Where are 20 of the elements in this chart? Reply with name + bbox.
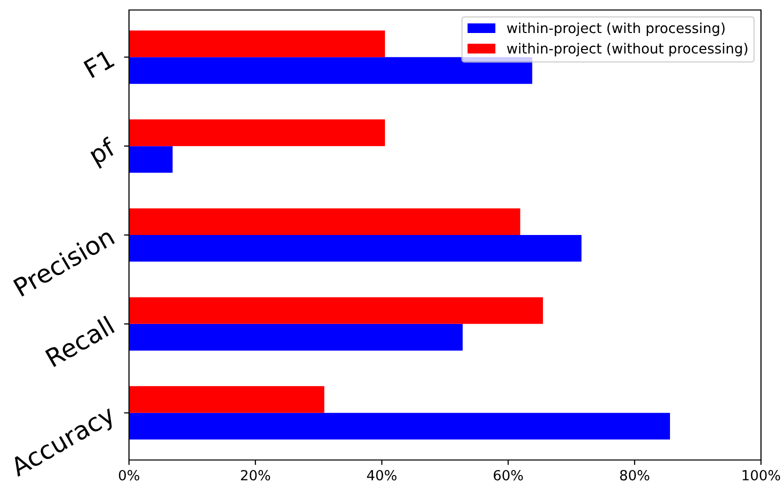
bar xyxy=(129,146,173,173)
y-tick-label: pf xyxy=(88,136,120,169)
bar xyxy=(129,324,463,351)
x-tick-label: 100% xyxy=(742,470,780,480)
bar xyxy=(129,235,582,262)
x-tick-label: 20% xyxy=(240,470,270,480)
bar xyxy=(129,57,532,84)
bar xyxy=(129,208,520,235)
x-tick-label: 0% xyxy=(118,470,140,480)
bar xyxy=(129,297,543,324)
bar xyxy=(129,412,670,440)
bar xyxy=(129,119,385,146)
bar xyxy=(129,30,385,58)
x-tick-label: 40% xyxy=(367,470,396,480)
legend-label: within-project (with processing) xyxy=(507,22,725,36)
y-tick-label: F1 xyxy=(83,49,115,78)
x-tick-label: 60% xyxy=(494,470,523,480)
legend-label: within-project (without processing) xyxy=(507,42,748,56)
x-tick-label: 80% xyxy=(620,470,650,480)
bar xyxy=(129,386,324,413)
